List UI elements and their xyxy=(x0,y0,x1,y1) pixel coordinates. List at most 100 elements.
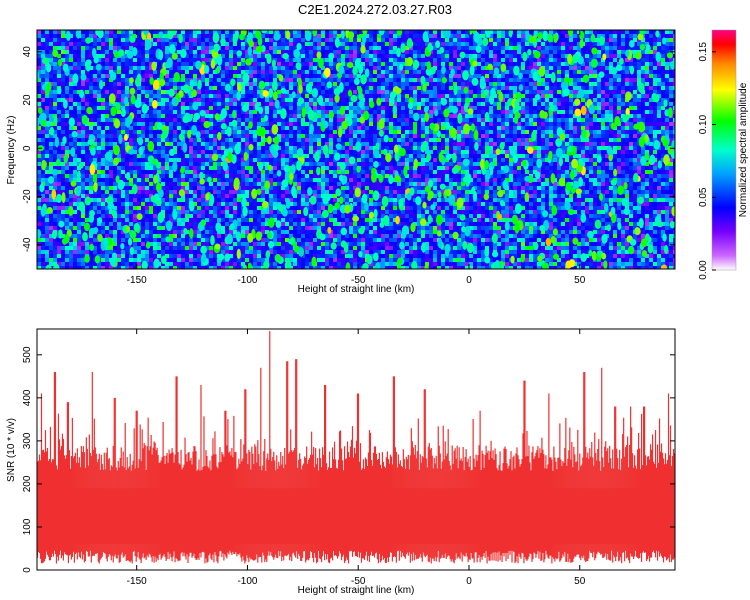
spectrogram-cell xyxy=(249,94,253,98)
spectrogram-cell xyxy=(657,62,661,66)
spectrogram-cell xyxy=(157,114,161,118)
spectrogram-cell xyxy=(377,46,381,50)
spectrogram-cell xyxy=(521,150,525,154)
spectrogram-cell xyxy=(465,114,469,118)
spectrogram-cell xyxy=(625,70,629,74)
spectrogram-cell xyxy=(373,74,377,78)
spectrogram-cell xyxy=(269,98,273,102)
spectrogram-cell xyxy=(257,86,261,90)
spectrogram-cell xyxy=(333,146,337,150)
spectrogram-cell xyxy=(521,66,525,70)
spectrogram-cell xyxy=(437,38,441,42)
spectrogram-cell xyxy=(437,138,441,142)
spectrogram-cell xyxy=(461,114,465,118)
spectrogram-cell xyxy=(301,74,305,78)
spectrogram-cell xyxy=(173,90,177,94)
spectrogram-cell xyxy=(197,58,201,62)
spectrogram-cell xyxy=(205,98,209,102)
spectrogram-cell xyxy=(349,146,353,150)
spectrogram-cell xyxy=(193,38,197,42)
spectrogram-cell xyxy=(445,106,449,110)
spectrogram-cell xyxy=(513,42,517,46)
spectrogram-cell xyxy=(317,126,321,130)
spectrogram-cell xyxy=(493,142,497,146)
spectrogram-cell xyxy=(589,126,593,130)
spectrogram-cell xyxy=(389,138,393,142)
spectrogram-cell xyxy=(357,38,361,42)
spectrogram-cell xyxy=(561,146,565,150)
spectrogram-cell xyxy=(653,138,657,142)
spectrogram-cell xyxy=(157,150,161,154)
spectrogram-cell xyxy=(213,102,217,106)
spectrogram-cell xyxy=(221,150,225,154)
spectrogram-cell xyxy=(153,70,157,74)
spectrogram-cell xyxy=(497,62,501,66)
spectrogram-cell xyxy=(189,122,193,126)
spectrogram-cell xyxy=(61,130,65,134)
spectrogram-cell xyxy=(585,50,589,54)
spectrogram-cell xyxy=(541,98,545,102)
spectrogram-cell xyxy=(477,30,481,34)
spectrogram-cell xyxy=(637,66,641,70)
spectrogram-cell xyxy=(497,122,501,126)
spectrogram-cell xyxy=(577,146,581,150)
spectrogram-cell xyxy=(369,70,373,74)
spectrogram-cell xyxy=(521,138,525,142)
spectrogram-cell xyxy=(349,74,353,78)
spectrogram-cell xyxy=(661,70,665,74)
spectrogram-cell xyxy=(237,114,241,118)
spectrogram-cell xyxy=(325,46,329,50)
spectrogram-cell xyxy=(533,114,537,118)
spectrogram-cell xyxy=(61,58,65,62)
spectrogram-cell xyxy=(325,126,329,130)
spectrogram-cell xyxy=(249,118,253,122)
spectrogram-cell xyxy=(189,86,193,90)
spectrogram-cell xyxy=(241,66,245,70)
spectrogram-cell xyxy=(521,30,525,34)
spectrogram-cell xyxy=(521,142,525,146)
spectrogram-cell xyxy=(505,110,509,114)
spectrogram-cell xyxy=(417,126,421,130)
spectrogram-cell xyxy=(305,54,309,58)
spectrogram-cell xyxy=(457,150,461,154)
spectrogram-cell xyxy=(153,54,157,58)
spectrogram-cell xyxy=(173,114,177,118)
spectrogram-cell xyxy=(561,62,565,66)
spectrogram-cell xyxy=(85,50,89,54)
spectrogram-cell xyxy=(237,138,241,142)
spectrogram-cell xyxy=(453,58,457,62)
spectrogram-cell xyxy=(45,146,49,150)
spectrogram-cell xyxy=(545,134,549,138)
spectrogram-cell xyxy=(93,98,97,102)
spectrogram-cell xyxy=(189,110,193,114)
spectrogram-cell xyxy=(317,34,321,38)
spectrogram-cell xyxy=(217,78,221,82)
spectrogram-cell xyxy=(137,146,141,150)
spectrogram-cell xyxy=(521,58,525,62)
spectrogram-cell xyxy=(145,142,149,146)
spectrogram-cell xyxy=(605,134,609,138)
spectrogram-cell xyxy=(397,70,401,74)
spectrogram-cell xyxy=(317,114,321,118)
spectrogram-cell xyxy=(509,106,513,110)
spectrogram-cell xyxy=(225,62,229,66)
spectrogram-cell xyxy=(273,70,277,74)
spectrogram-cell xyxy=(633,38,637,42)
spectrogram-cell xyxy=(325,118,329,122)
spectrogram-cell xyxy=(117,54,121,58)
spectrogram-cell xyxy=(297,38,301,42)
spectrogram-cell xyxy=(457,42,461,46)
spectrogram-cell xyxy=(117,110,121,114)
spectrogram-cell xyxy=(481,66,485,70)
spectrogram-cell xyxy=(437,82,441,86)
spectrogram-cell xyxy=(345,54,349,58)
spectrogram-cell xyxy=(501,78,505,82)
spectrogram-cell xyxy=(385,90,389,94)
spectrogram-cell xyxy=(397,142,401,146)
spectrogram-cell xyxy=(409,126,413,130)
spectrogram-cell xyxy=(661,62,665,66)
spectrogram-cell xyxy=(545,74,549,78)
spectrogram-cell xyxy=(509,134,513,138)
spectrogram-cell xyxy=(37,78,41,82)
spectrogram-cell xyxy=(337,110,341,114)
